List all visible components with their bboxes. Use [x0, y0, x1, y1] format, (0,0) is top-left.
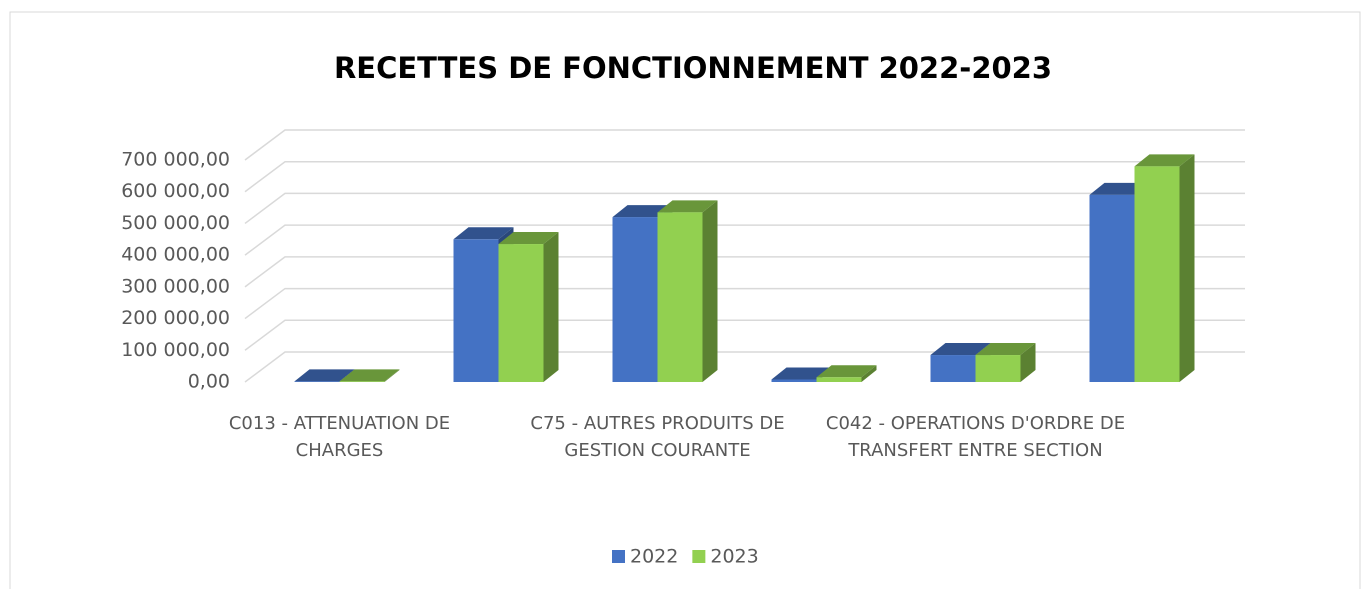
grid-line	[244, 224, 1245, 256]
bar-front	[1134, 166, 1180, 382]
bar-front	[816, 377, 862, 382]
bar-side	[384, 369, 400, 382]
grid-line	[244, 192, 1245, 225]
x-label-box: C75 - AUTRES PRODUITS DE GESTION COURANT…	[530, 413, 785, 461]
bar-top	[930, 343, 991, 356]
bar-side	[543, 232, 559, 382]
grid-line	[244, 319, 1245, 351]
bar-front	[294, 381, 340, 382]
bar	[498, 232, 559, 382]
bar-top	[1134, 154, 1195, 167]
bar-top	[975, 343, 1036, 356]
chart-title: RECETTES DE FONCTIONNEMENT 2022-2023	[334, 51, 1052, 85]
y-tick-label: 200 000,00	[121, 307, 230, 329]
legend-swatch	[692, 550, 706, 563]
bar-top	[657, 200, 718, 213]
bar-front	[612, 217, 658, 382]
grid-line	[244, 129, 1245, 161]
bar-top	[498, 232, 559, 245]
bar	[657, 200, 718, 382]
bar-front	[975, 355, 1021, 382]
bar-front	[498, 244, 544, 382]
bar-side	[702, 200, 718, 382]
grid-line	[244, 160, 1245, 193]
y-tick-label: 600 000,00	[121, 180, 230, 202]
x-label-box: C042 - OPERATIONS D'ORDRE DE TRANSFERT E…	[825, 413, 1126, 461]
bar-top	[339, 369, 400, 382]
legend-label: 2023	[710, 546, 758, 568]
bar-front	[339, 381, 385, 382]
bar-top	[771, 367, 832, 380]
bar-top	[294, 369, 355, 382]
y-tick-label: 100 000,00	[121, 339, 230, 361]
bar-side	[1179, 154, 1195, 382]
bar	[975, 343, 1036, 382]
bar-front	[657, 212, 703, 382]
bar-front	[771, 379, 817, 382]
bar	[1134, 154, 1195, 382]
bar-top	[816, 365, 877, 378]
x-tick-label: C013 - ATTENUATION DE CHARGES	[228, 413, 451, 461]
grid-line	[244, 287, 1245, 320]
bar-top	[453, 227, 514, 240]
bar-side	[1020, 343, 1036, 382]
y-tick-label: 400 000,00	[121, 244, 230, 266]
x-label-box: C013 - ATTENUATION DE CHARGES	[228, 413, 451, 461]
x-tick-label: C042 - OPERATIONS D'ORDRE DE TRANSFERT E…	[825, 413, 1126, 461]
bar-front	[930, 355, 976, 382]
y-tick-label: 300 000,00	[121, 275, 230, 297]
bar-front	[453, 239, 499, 382]
bar	[816, 365, 877, 382]
x-tick-label: C75 - AUTRES PRODUITS DE GESTION COURANT…	[530, 413, 785, 461]
y-tick-label: 700 000,00	[121, 149, 230, 171]
grid-line	[244, 256, 1245, 288]
legend-swatch	[612, 550, 625, 563]
y-tick-label: 500 000,00	[121, 212, 230, 234]
y-tick-label: 0,00	[188, 371, 230, 393]
grid-line	[244, 351, 1245, 383]
bar	[339, 369, 400, 382]
legend-label: 2022	[630, 546, 678, 568]
bar-front	[1089, 194, 1135, 382]
bar-side	[861, 365, 877, 382]
